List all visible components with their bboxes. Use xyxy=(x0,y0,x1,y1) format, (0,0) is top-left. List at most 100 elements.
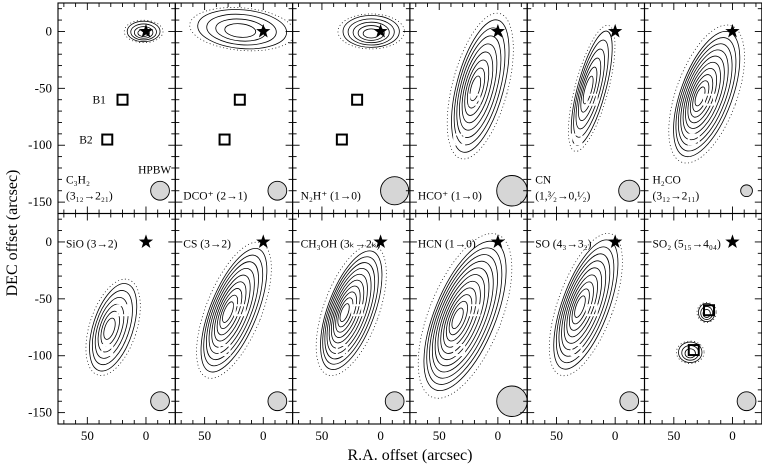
hpbw-label: HPBW xyxy=(138,165,171,177)
contour-dotted xyxy=(548,232,623,377)
contour-level xyxy=(328,273,368,349)
contour-level xyxy=(357,25,385,41)
x-tick-label: 0 xyxy=(729,428,736,443)
beam-circle xyxy=(496,385,528,417)
contour-level xyxy=(203,254,264,367)
y-tick-label: -100 xyxy=(28,137,52,152)
contour-level xyxy=(684,348,696,359)
contour-level xyxy=(451,19,510,153)
contour-level xyxy=(431,260,494,373)
x-tick-label: 50 xyxy=(550,428,563,443)
contour-level xyxy=(347,18,395,46)
panel: SO (4₃→3₂) 50 0 xyxy=(526,212,646,443)
contour-level xyxy=(685,61,721,129)
b1-marker xyxy=(233,304,246,317)
y-tick-label: 0 xyxy=(46,23,53,38)
contour-level xyxy=(687,68,718,124)
contour-level xyxy=(326,268,372,354)
contour-level xyxy=(558,253,611,357)
molecule-label: SO (4₃→3₂) xyxy=(535,239,591,251)
molecule-label: HCN (1→0) xyxy=(418,239,476,251)
b1-marker xyxy=(233,93,246,106)
b1-marker xyxy=(351,93,364,106)
contour-level xyxy=(205,261,259,361)
panel-contours xyxy=(337,13,405,50)
beam-circle xyxy=(150,180,170,201)
contour-level xyxy=(574,295,586,318)
x-tick-label: 0 xyxy=(260,428,267,443)
contour-level xyxy=(130,23,157,41)
contour-level xyxy=(339,303,350,322)
beam-circle xyxy=(740,184,753,198)
x-tick-label: 50 xyxy=(198,428,211,443)
contour-dotted xyxy=(196,241,272,379)
star-icon xyxy=(608,23,623,38)
contour-level xyxy=(700,306,713,320)
panel: H₂CO (3₁₂→2₁₁) xyxy=(643,2,762,215)
contour-dotted xyxy=(696,302,717,323)
b2-marker xyxy=(570,133,583,146)
contour-dotted xyxy=(85,278,141,376)
contour-level xyxy=(91,290,133,366)
b2-marker xyxy=(101,344,114,357)
x-tick-label: 50 xyxy=(433,428,446,443)
panel-contours xyxy=(417,233,513,399)
beam-circle xyxy=(267,391,288,412)
star-icon xyxy=(138,234,154,248)
molecule-label: SO₂ (5₁₅→4₀₄) xyxy=(653,239,721,251)
y-tick-label: -150 xyxy=(28,194,52,209)
panel: HCN (1→0) 50 0 xyxy=(409,212,528,443)
star-icon xyxy=(490,234,505,248)
b1-marker xyxy=(468,93,481,106)
contour-level xyxy=(443,287,477,348)
contour-level xyxy=(561,260,607,351)
star-icon xyxy=(725,23,740,38)
beam-circle xyxy=(150,391,170,412)
contour-dotted xyxy=(668,24,745,164)
contour-level xyxy=(440,280,481,354)
y-axis-title: DEC offset (arcsec) xyxy=(4,170,21,297)
b2-marker xyxy=(101,133,114,146)
x-tick-label: 50 xyxy=(81,428,94,443)
b1-marker xyxy=(703,304,716,317)
contour-level xyxy=(469,75,482,102)
molecule-label: H₂CO xyxy=(653,175,681,187)
star-icon xyxy=(138,23,154,38)
contour-level xyxy=(464,59,490,116)
contour-level xyxy=(555,246,615,364)
contour-level xyxy=(580,66,598,113)
contour-level xyxy=(342,15,400,48)
contour-level xyxy=(451,307,464,330)
molecule-label: DCO⁺ (2→1) xyxy=(183,191,247,203)
contour-level xyxy=(675,37,737,152)
b2-marker xyxy=(218,344,231,357)
y-tick-label: -100 xyxy=(28,348,52,363)
beam-circle xyxy=(736,391,757,412)
y-tick-label: -50 xyxy=(35,80,52,95)
contour-level xyxy=(429,254,498,379)
contour-level xyxy=(197,9,287,50)
b2-marker xyxy=(570,344,583,357)
contour-level xyxy=(423,240,507,392)
contour-level xyxy=(448,300,468,336)
panel-contours xyxy=(668,24,745,164)
beam-circle xyxy=(496,175,528,207)
beam-circle xyxy=(618,179,641,202)
beam-circle xyxy=(384,391,405,412)
contour-level xyxy=(578,57,602,121)
b2-marker xyxy=(218,133,231,146)
b2-label: B2 xyxy=(79,135,93,147)
contour-level xyxy=(426,247,503,385)
b2-marker xyxy=(453,344,466,357)
x-tick-label: 0 xyxy=(612,428,619,443)
contour-level xyxy=(224,23,257,38)
contour-dotted xyxy=(568,24,616,152)
contour-dotted xyxy=(417,233,513,399)
contour-level xyxy=(94,296,129,359)
contour-level xyxy=(461,51,494,124)
transition-label: (3₁₂→2₁₁) xyxy=(653,191,700,203)
b1-marker xyxy=(585,93,598,106)
contour-level xyxy=(573,39,609,138)
y-tick-label: -50 xyxy=(35,291,52,306)
